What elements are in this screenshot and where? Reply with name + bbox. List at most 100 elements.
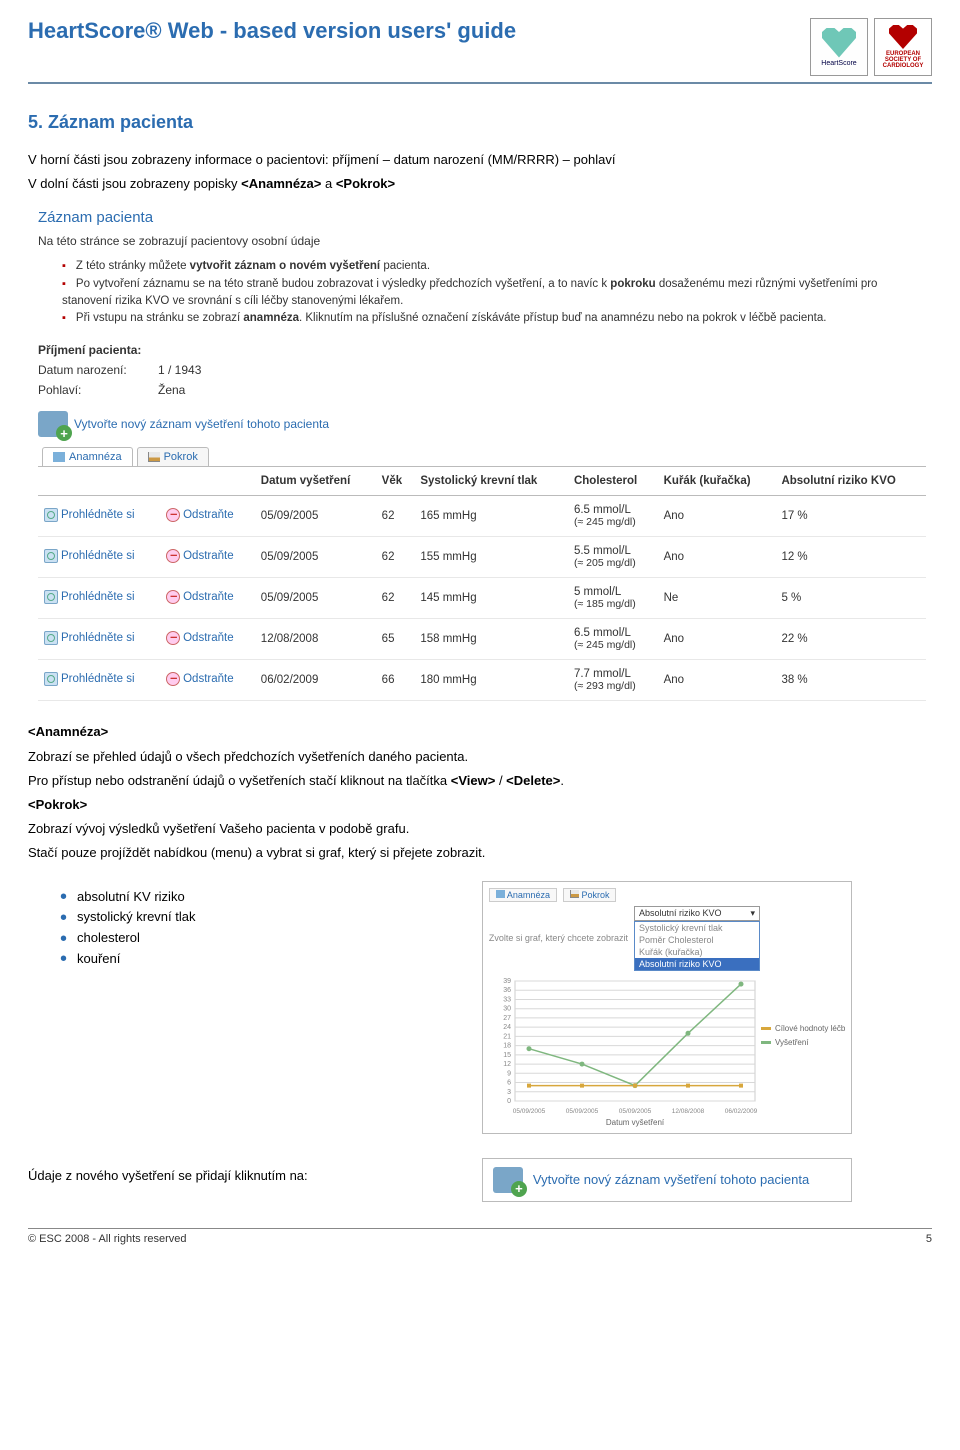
thumb-tab-pokrok[interactable]: Pokrok [563,888,617,902]
dropdown-option[interactable]: Kuřák (kuřačka) [635,946,759,958]
cell-bp: 165 mmHg [414,496,568,537]
cell-date: 05/09/2005 [255,496,376,537]
dob-label: Datum narození: [38,363,158,377]
view-link[interactable]: Prohlédněte si [44,672,135,686]
view-link[interactable]: Prohlédněte si [44,590,135,604]
dropdown-options: Systolický krevní tlak Poměr Cholesterol… [634,921,760,971]
view-icon [44,631,58,645]
cell-date: 06/02/2009 [255,660,376,701]
p2-mid: / [495,773,506,788]
tag-view: <View> [451,773,496,788]
pokrok-desc: Zobrazí vývoj výsledků vyšetření Vašeho … [28,820,932,838]
legend-exam: Vyšetření [775,1038,809,1047]
graph-select-dropdown[interactable]: Absolutní riziko KVO▾ [634,906,760,921]
graph-select-label: Zvolte si graf, který chcete zobrazit [489,933,628,943]
view-icon [44,508,58,522]
svg-text:21: 21 [503,1033,511,1040]
cell-chol: 7.7 mmol/L(≈ 293 mg/dl) [568,660,658,701]
svg-text:05/09/2005: 05/09/2005 [566,1108,599,1115]
list-item: cholesterol [60,928,462,949]
tab-anamneza[interactable]: Anamnéza [42,447,133,466]
svg-text:36: 36 [503,987,511,994]
cell-smoker: Ano [658,537,776,578]
view-icon [44,672,58,686]
esc-logo-label: EUROPEAN SOCIETY OF CARDIOLOGY [875,51,931,69]
dd-value: Absolutní riziko KVO [639,908,722,918]
dropdown-option[interactable]: Absolutní riziko KVO [635,958,759,970]
cell-smoker: Ano [658,496,776,537]
cell-age: 62 [376,496,415,537]
cell-chol: 5 mmol/L(≈ 185 mg/dl) [568,578,658,619]
header-divider [28,82,932,84]
patient-record-screenshot: Záznam pacienta Na této stránce se zobra… [28,203,932,707]
create-record-button[interactable]: + Vytvořte nový záznam vyšetření tohoto … [482,1158,852,1202]
delete-icon [166,631,180,645]
svg-text:33: 33 [503,996,511,1003]
svg-text:9: 9 [507,1070,511,1077]
delete-link[interactable]: Odstraňte [166,631,234,645]
thumb-tab2-label: Pokrok [581,890,609,900]
svg-text:05/09/2005: 05/09/2005 [513,1108,546,1115]
svg-text:6: 6 [507,1079,511,1086]
cell-age: 66 [376,660,415,701]
dropdown-option[interactable]: Systolický krevní tlak [635,922,759,934]
svg-text:12: 12 [503,1061,511,1068]
anamneza-desc: Zobrazí se přehled údajů o všech předcho… [28,748,932,766]
view-link[interactable]: Prohlédněte si [44,508,135,522]
table-row: Prohlédněte siOdstraňte05/09/200562155 m… [38,537,926,578]
col-chol: Cholesterol [568,467,658,496]
bottom-text: Údaje z nového vyšetření se přidají klik… [28,1167,462,1185]
footer-copyright: © ESC 2008 - All rights reserved [28,1233,187,1245]
view-icon [44,549,58,563]
view-link[interactable]: Prohlédněte si [44,549,135,563]
sex-label: Pohlaví: [38,383,158,397]
tab-pokrok-label: Pokrok [164,451,198,463]
col-date: Datum vyšetření [255,467,376,496]
esc-logo: EUROPEAN SOCIETY OF CARDIOLOGY [874,18,932,76]
delete-link[interactable]: Odstraňte [166,549,234,563]
cell-bp: 145 mmHg [414,578,568,619]
p2-pre: Pro přístup nebo odstranění údajů o vyše… [28,773,451,788]
cell-risk: 38 % [775,660,926,701]
delete-link[interactable]: Odstraňte [166,508,234,522]
x-axis-label: Datum vyšetření [606,1118,665,1127]
view-link[interactable]: Prohlédněte si [44,631,135,645]
examinations-table: Datum vyšetření Věk Systolický krevní tl… [38,466,926,701]
cell-bp: 180 mmHg [414,660,568,701]
delete-link[interactable]: Odstraňte [166,590,234,604]
create-record-button-label: Vytvořte nový záznam vyšetření tohoto pa… [533,1172,809,1187]
tag-pokrok-2: <Pokrok> [28,797,87,812]
cell-bp: 155 mmHg [414,537,568,578]
delete-link[interactable]: Odstraňte [166,672,234,686]
dropdown-option[interactable]: Poměr Cholesterol [635,934,759,946]
svg-text:05/09/2005: 05/09/2005 [619,1108,652,1115]
svg-text:15: 15 [503,1051,511,1058]
cell-smoker: Ano [658,619,776,660]
heartscore-logo-label: HeartScore [821,60,856,67]
svg-text:39: 39 [503,978,511,985]
create-record-link[interactable]: + Vytvořte nový záznam vyšetření tohoto … [38,411,926,437]
intro-p1: V horní části jsou zobrazeny informace o… [28,151,932,169]
intro-p2-mid: a [321,176,335,191]
table-row: Prohlédněte siOdstraňte12/08/200865158 m… [38,619,926,660]
thumb-tab-anamneza[interactable]: Anamnéza [489,888,557,902]
p2-suf: . [560,773,564,788]
table-row: Prohlédněte si Odstraňte 06/02/200966180 m… [38,660,926,701]
chart-icon [570,890,579,898]
cell-chol: 6.5 mmol/L(≈ 245 mg/dl) [568,496,658,537]
delete-icon [166,508,180,522]
shot-bullet: Při vstupu na stránku se zobrazí anamnéz… [62,310,926,327]
tab-pokrok[interactable]: Pokrok [137,447,209,466]
cell-age: 65 [376,619,415,660]
legend-target: Cílové hodnoty léčby [775,1024,845,1033]
svg-text:27: 27 [503,1014,511,1021]
progress-graph-thumbnail: Anamnéza Pokrok Zvolte si graf, který ch… [482,881,852,1134]
col-blank [160,467,255,496]
folder-plus-icon: + [38,411,68,437]
cell-risk: 17 % [775,496,926,537]
cell-date: 12/08/2008 [255,619,376,660]
table-row: Prohlédněte siOdstraňte05/09/200562145 m… [38,578,926,619]
col-blank [38,467,160,496]
shot-subtitle: Na této stránce se zobrazují pacientovy … [38,234,926,248]
patient-surname-label: Příjmení pacienta: [38,343,926,357]
